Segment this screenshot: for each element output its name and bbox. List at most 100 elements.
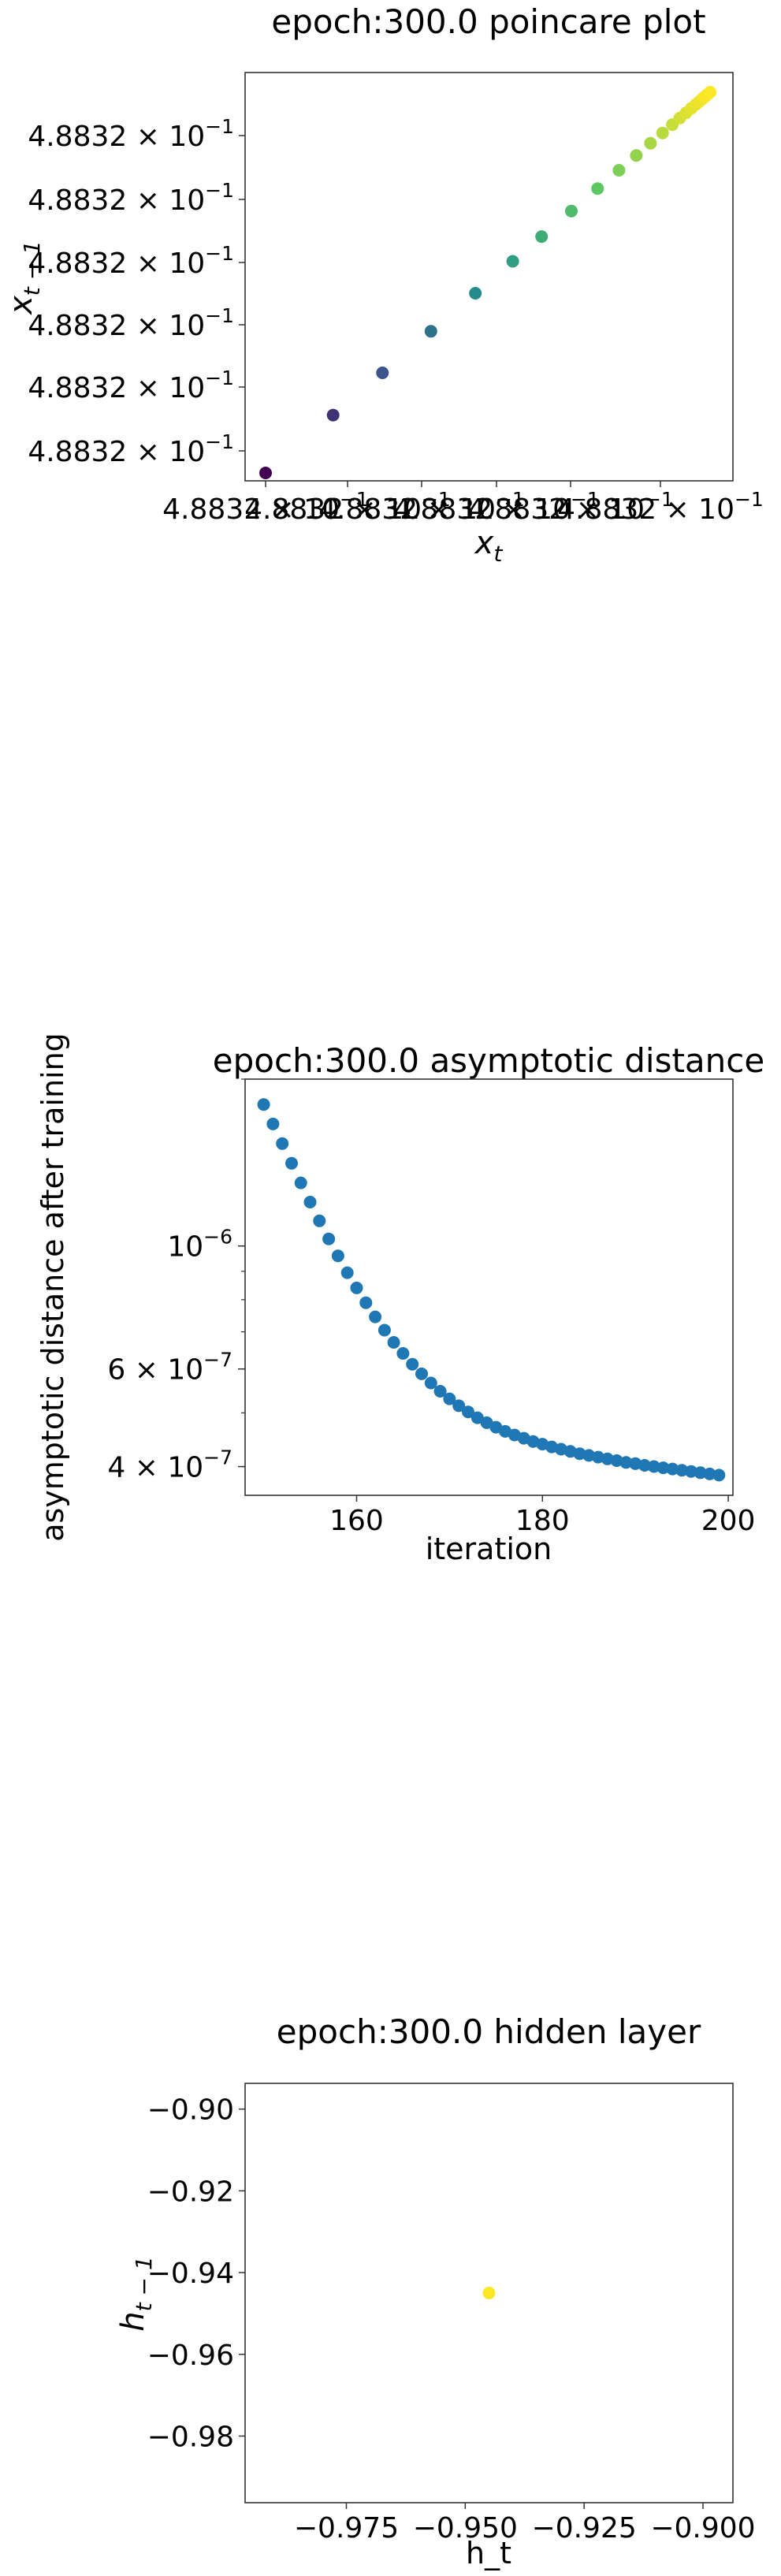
asymptotic-point [619,1456,633,1469]
hidden-xtick-label: −0.900 [650,2512,755,2544]
asymptotic-point [266,1117,280,1130]
asymptotic-xtick-label: 180 [515,1505,570,1537]
poincare-points [259,86,716,479]
hidden-ticks: −0.975 −0.950 −0.925 −0.900 −0.90 −0.92 −0.94 −… [147,2094,756,2544]
asymptotic-point [369,1310,382,1323]
asymptotic-xtick-label: 160 [329,1505,384,1537]
poincare-point [469,287,482,300]
poincare-point [704,86,716,99]
hidden-ytick-label: −0.98 [147,2421,234,2453]
asymptotic-point [675,1464,689,1477]
hidden-ylabel: ht − 1 [115,2256,157,2331]
poincare-point [630,149,643,162]
asymptotic-point [712,1469,726,1482]
asymptotic-point [424,1376,437,1390]
poincare-point [259,467,272,479]
poincare-point [376,367,389,379]
poincare-ytick-label: 4.8832 × 10−1 [28,304,234,342]
poincare-point [591,182,604,195]
poincare-title: epoch:300.0 poincare plot [271,2,705,41]
asymptotic-point [433,1385,447,1398]
asymptotic-point [415,1367,428,1380]
asymptotic-ylabel: asymptotic distance after training [35,1033,70,1542]
poincare-xtick-label: 4.8832 × 10−1 [393,488,600,526]
hidden-points [482,2287,496,2299]
asymptotic-points [257,1098,726,1482]
poincare-ytick-label: 4.8832 × 10−1 [28,367,234,404]
asymptotic-point [582,1449,596,1462]
poincare-point [612,164,626,177]
asymptotic-xlabel: iteration [426,1532,552,1566]
asymptotic-point [462,1405,474,1419]
asymptotic-point [359,1296,373,1309]
asymptotic-point [601,1452,614,1465]
poincare-ytick-label: 4.8832 × 10−1 [28,115,234,153]
hidden-ytick-label: −0.90 [147,2094,234,2127]
hidden-layer-plot: epoch:300.0 hidden layer −0.975 −0.950 −0.… [115,2012,756,2570]
asymptotic-point [592,1450,604,1464]
asymptotic-point [340,1266,354,1279]
poincare-point [424,325,437,338]
asymptotic-point [331,1249,344,1263]
hidden-ytick-label: −0.96 [147,2340,234,2372]
asymptotic-point [703,1467,716,1480]
poincare-ytick-label: 4.8832 × 10−1 [28,179,234,217]
hidden-ytick-label: −0.94 [147,2258,234,2290]
poincare-point [535,230,549,244]
asymptotic-point [396,1347,410,1360]
asymptotic-point [443,1392,456,1405]
poincare-ylabel: xt − 1 [3,240,45,316]
asymptotic-point [629,1457,642,1470]
poincare-xtick-label: 4.8832 × 10−1 [557,488,764,526]
poincare-point [565,204,578,218]
asymptotic-point [313,1214,326,1227]
asymptotic-point [406,1357,419,1371]
asymptotic-point [257,1098,270,1111]
asymptotic-point [377,1323,391,1337]
poincare-xlabel: xt [474,525,504,567]
asymptotic-ytick-label: 10−6 [167,1226,232,1264]
poincare-axes-frame [244,72,734,482]
hidden-xtick-label: −0.975 [294,2512,399,2544]
asymptotic-point [638,1459,651,1472]
asymptotic-point [294,1176,307,1189]
poincare-xtick-label: 4.8832 × 10−1 [162,488,369,526]
asymptotic-ytick-label: 6 × 10−7 [107,1349,232,1387]
asymptotic-point [452,1399,466,1413]
asymptotic-xtick-label: 200 [701,1505,756,1537]
asymptotic-point [322,1232,336,1245]
asymptotic-point [470,1411,484,1424]
poincare-plot: epoch:300.0 poincare plot 4.8832 × 10−14… [3,2,764,567]
asymptotic-point [387,1336,400,1349]
poincare-point [644,136,657,150]
asymptotic-ytick-label: 4 × 10−7 [107,1446,232,1484]
hidden-xlabel: h_t [466,2536,511,2570]
poincare-xtick-label: 4.8832 × 10−1 [244,488,451,526]
hidden-axes-frame [244,2083,734,2503]
hidden-title: epoch:300.0 hidden layer [277,2012,701,2051]
asymptotic-axes-frame [244,1078,734,1496]
asymptotic-point [656,1461,670,1475]
poincare-point [506,255,519,268]
asymptotic-point [684,1465,697,1478]
asymptotic-distance-plot: epoch:300.0 asymptotic distance 160 180 20… [35,1033,764,1566]
hidden-point [482,2287,496,2299]
poincare-xtick-label: 4.8832 × 10−1 [467,488,674,526]
poincare-ticks: 4.8832 × 10−14.8832 × 10−14.8832 × 10−14… [28,115,764,526]
asymptotic-point [276,1137,289,1150]
hidden-xtick-label: −0.950 [413,2512,518,2544]
asymptotic-point [694,1466,707,1480]
poincare-point [656,126,669,140]
poincare-ytick-label: 4.8832 × 10−1 [28,430,234,468]
asymptotic-point [647,1460,660,1473]
poincare-ytick-label: 4.8832 × 10−1 [28,242,234,280]
hidden-xtick-label: −0.925 [532,2512,637,2544]
asymptotic-point [350,1281,363,1294]
asymptotic-point [666,1462,679,1476]
poincare-point [326,408,340,422]
poincare-xtick-label: 4.8832 × 10−1 [318,488,525,526]
hidden-ytick-label: −0.92 [147,2176,234,2208]
asymptotic-point [285,1156,298,1170]
asymptotic-point [303,1196,317,1208]
